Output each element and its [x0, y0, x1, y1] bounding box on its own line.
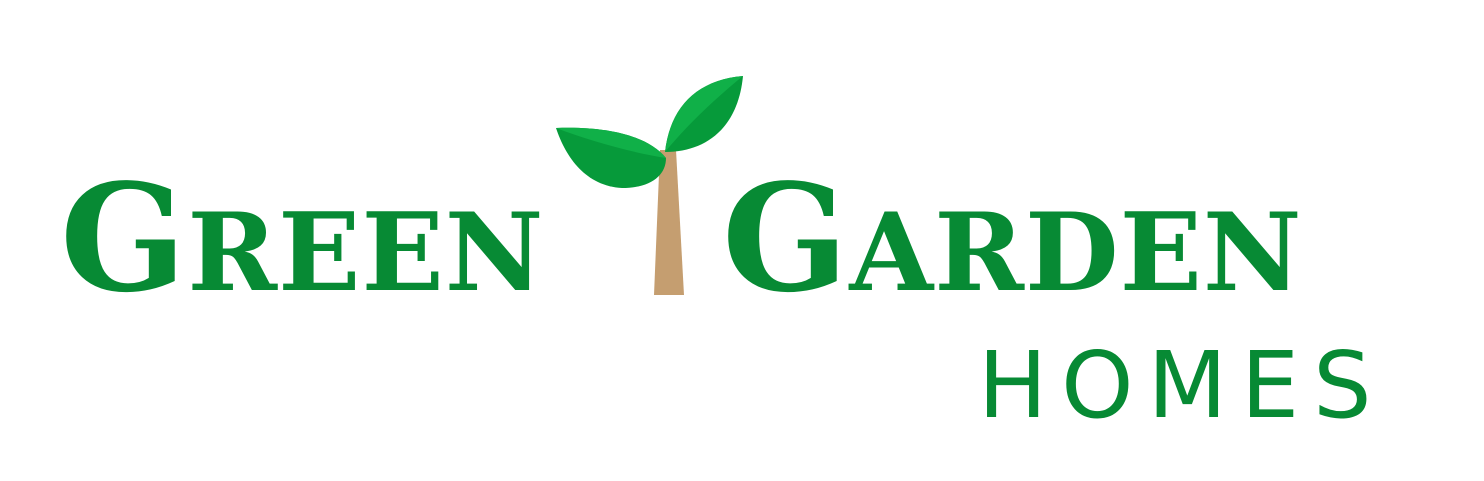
logo-tagline-homes: HOMES — [978, 332, 1386, 439]
logo-word-garden-rest: ARDEN — [849, 190, 1303, 316]
logo-word-green: GREEN — [60, 164, 560, 312]
sprout-stem — [654, 150, 684, 295]
sprout-right-leaf — [665, 76, 743, 152]
logo-word-garden-initial: G — [722, 151, 850, 325]
logo-word-garden: GARDEN — [722, 164, 1352, 312]
sprout-right-leaf-highlight — [665, 76, 743, 152]
logo-word-green-initial: G — [60, 151, 188, 325]
logo-word-green-rest: REEN — [187, 190, 545, 316]
sprout-icon — [556, 76, 743, 295]
sprout-left-leaf-highlight — [556, 127, 666, 158]
